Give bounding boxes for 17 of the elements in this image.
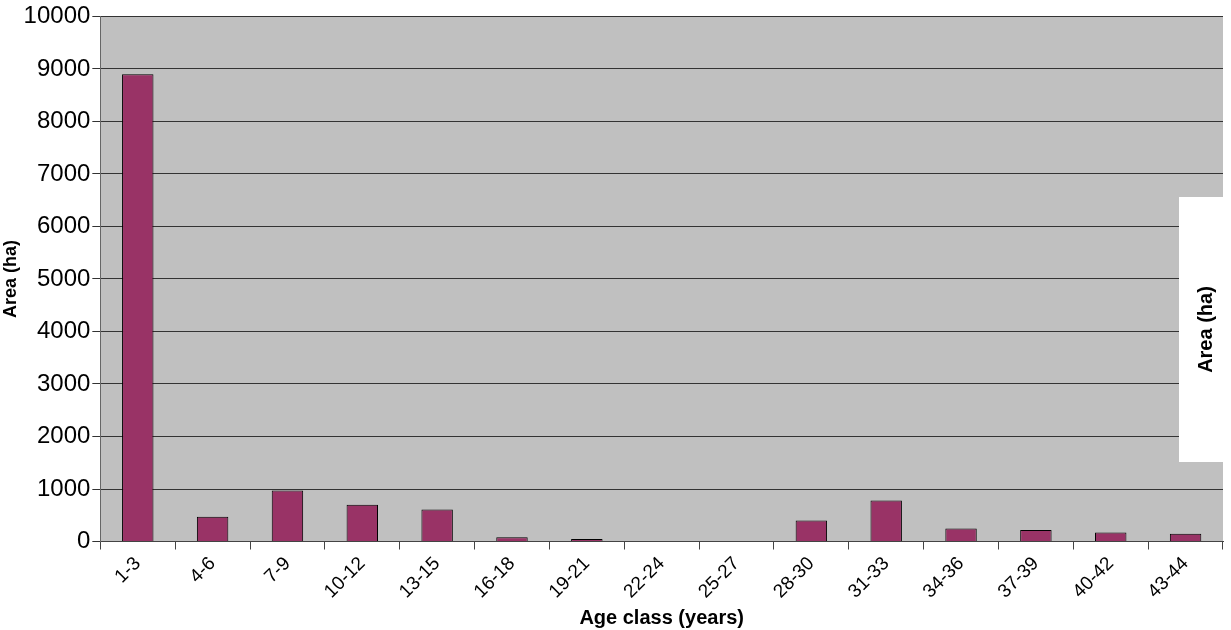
x-axis-title: Age class (years) <box>579 605 744 628</box>
y-tick-label: 4000 <box>36 316 91 344</box>
y-tick-label: 8000 <box>36 106 91 134</box>
y-axis-title: Area (ha) <box>0 239 20 318</box>
y-tick-label: 0 <box>76 526 91 554</box>
x-tick-label: 1-3 <box>110 552 145 587</box>
y-tick-label: 5000 <box>36 263 91 291</box>
y-tick-label: 10000 <box>23 1 91 29</box>
y-tick-label: 2000 <box>36 421 91 449</box>
y-tick-label: 1000 <box>36 473 91 501</box>
y-tick-label: 6000 <box>36 211 91 239</box>
x-tick-label: 4-6 <box>184 552 220 587</box>
y-tick-label: 3000 <box>36 368 91 396</box>
annotation: Area (ha) <box>1193 286 1217 373</box>
y-tick-label: 7000 <box>36 158 91 186</box>
x-tick-label: 7-9 <box>259 552 294 587</box>
y-tick-label: 9000 <box>36 53 91 81</box>
